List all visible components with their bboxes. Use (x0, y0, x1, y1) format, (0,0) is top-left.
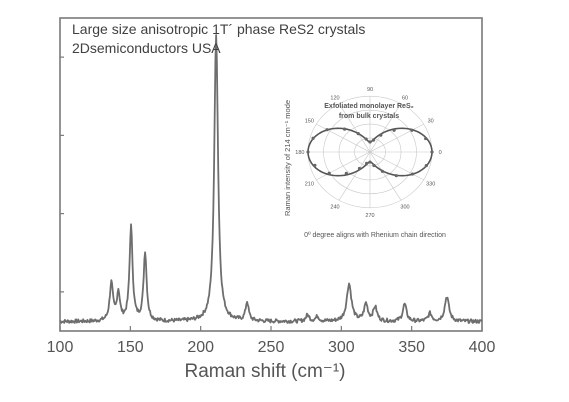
polar-point-330 (410, 172, 415, 176)
x-tick-label-100: 100 (47, 339, 74, 356)
polar-angle-label-30: 30 (428, 119, 434, 125)
polar-angle-label-300: 300 (400, 205, 409, 211)
polar-point-15 (424, 136, 428, 141)
x-tick-label-350: 350 (398, 339, 425, 356)
polar-point-0 (430, 150, 434, 154)
polar-point-165 (311, 136, 315, 140)
polar-data-points (306, 127, 434, 178)
polar-angle-label-240: 240 (330, 205, 339, 211)
polar-point-135 (342, 127, 347, 131)
polar-angle-label-210: 210 (305, 182, 314, 188)
chart-subtitle: 2Dsemiconductors USA (72, 40, 221, 56)
polar-point-150 (325, 128, 329, 132)
polar-point-195 (313, 163, 317, 167)
polar-angle-label-60: 60 (402, 95, 408, 101)
inset-label-line-2: from bulk crystals (339, 113, 399, 120)
polar-point-105 (364, 137, 368, 141)
polar-point-75 (371, 138, 376, 142)
polar-angle-label-0: 0 (439, 150, 442, 156)
x-tick-label-250: 250 (258, 339, 285, 356)
polar-point-225 (344, 171, 348, 175)
x-tick-label-200: 200 (187, 339, 214, 356)
x-tick-label-400: 400 (469, 339, 496, 356)
inset-label-line-1: Exfoliated monolayer ReS₂ (324, 103, 413, 110)
polar-point-60 (379, 133, 383, 137)
polar-point-30 (410, 128, 414, 132)
polar-point-315 (394, 174, 398, 178)
polar-point-120 (356, 132, 360, 136)
y-axis-ticks (60, 56, 64, 293)
polar-angle-label-180: 180 (295, 150, 304, 156)
polar-angle-label-270: 270 (365, 213, 374, 219)
polar-point-285 (372, 163, 376, 168)
polar-angle-label-330: 330 (426, 182, 435, 188)
polar-point-300 (380, 169, 384, 173)
chart-title: Large size anisotropic 1T´ phase ReS2 cr… (72, 21, 365, 37)
polar-point-240 (357, 166, 362, 171)
polar-point-255 (365, 161, 369, 165)
x-axis-label: Raman shift (cm⁻¹) (185, 361, 346, 382)
polar-spoke-150 (316, 123, 424, 181)
inset-caption: 0º degree aligns with Rhenium chain dire… (304, 232, 446, 239)
x-tick-labels: 100 150 200 250 300 350 400 (47, 339, 496, 356)
polar-angle-label-120: 120 (330, 95, 339, 101)
polar-angle-label-90: 90 (367, 87, 373, 93)
x-tick-label-150: 150 (117, 339, 144, 356)
polar-angle-label-150: 150 (305, 119, 314, 125)
polar-point-345 (424, 163, 428, 168)
polar-point-45 (392, 128, 396, 132)
polar-point-210 (327, 171, 331, 175)
raman-spectrum-line (59, 34, 483, 324)
polar-point-180 (306, 150, 310, 154)
x-tick-label-300: 300 (328, 339, 355, 356)
x-axis-ticks (59, 326, 483, 331)
inset-y-axis-label: Raman intensity of 214 cm⁻¹ mode (283, 100, 292, 216)
polar-point-270 (368, 160, 372, 164)
polar-point-90 (368, 140, 372, 144)
